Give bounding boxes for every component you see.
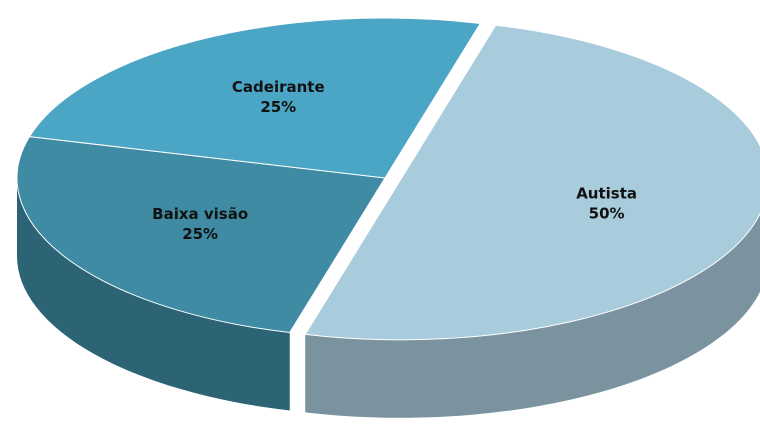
tops [16, 17, 760, 341]
slice-value-label: 50% [589, 204, 625, 222]
pie-side [17, 178, 290, 411]
pie-slice [16, 136, 386, 334]
slice-value-label: 25% [182, 225, 218, 243]
walls [17, 178, 760, 418]
slice-label: Cadeirante [232, 78, 325, 96]
pie-slice [304, 24, 760, 341]
pie-slice [28, 17, 482, 179]
slice-label: Baixa visão [152, 205, 248, 223]
pie-side [305, 213, 760, 418]
slice-label: Autista [576, 184, 637, 202]
slice-value-label: 25% [260, 98, 296, 116]
